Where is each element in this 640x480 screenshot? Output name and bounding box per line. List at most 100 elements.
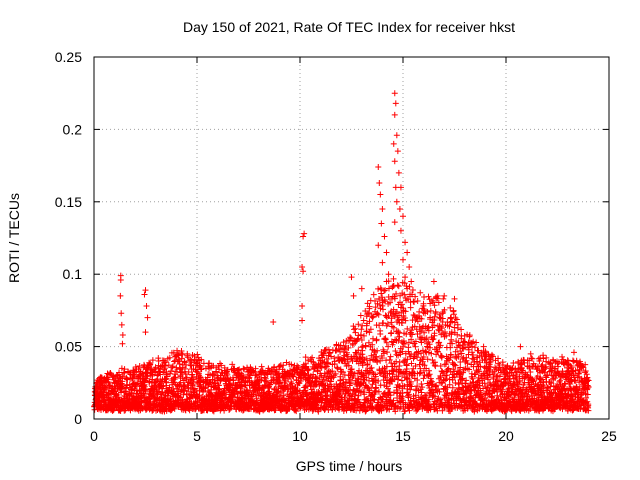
data-point — [392, 347, 399, 354]
data-point — [328, 353, 335, 360]
data-point — [164, 373, 171, 380]
data-point — [220, 390, 227, 397]
y-tick-label: 0.1 — [63, 266, 83, 282]
data-point — [388, 329, 395, 336]
data-point — [262, 375, 269, 382]
data-point — [540, 389, 547, 396]
grid-lines — [94, 57, 609, 419]
data-point — [471, 344, 478, 351]
data-point — [178, 355, 185, 362]
data-point — [498, 386, 505, 393]
data-point — [391, 313, 398, 320]
x-tick-labels: 0 5 10 15 20 25 — [90, 428, 617, 444]
data-point — [240, 365, 247, 372]
data-point — [344, 358, 351, 365]
data-point — [379, 206, 386, 213]
data-point — [163, 379, 170, 386]
data-point — [536, 357, 543, 364]
data-point — [443, 332, 450, 339]
data-point — [105, 379, 112, 386]
data-point — [422, 348, 429, 355]
data-point — [398, 319, 405, 326]
data-point — [430, 278, 437, 285]
data-point — [118, 310, 125, 317]
data-point — [373, 384, 380, 391]
data-point — [243, 386, 250, 393]
data-point — [375, 311, 382, 318]
data-point — [393, 290, 400, 297]
data-point — [584, 403, 591, 410]
data-point — [353, 350, 360, 357]
data-point — [331, 360, 338, 367]
data-point — [396, 398, 403, 405]
data-point — [355, 321, 362, 328]
data-point — [570, 349, 577, 356]
data-point — [408, 336, 415, 343]
data-point — [374, 358, 381, 365]
data-point — [381, 296, 388, 303]
data-point — [559, 406, 566, 413]
data-point — [427, 314, 434, 321]
data-point — [396, 359, 403, 366]
data-point — [362, 408, 369, 415]
data-point — [452, 362, 459, 369]
data-point — [368, 352, 375, 359]
data-point — [395, 337, 402, 344]
data-point — [466, 366, 473, 373]
data-point — [401, 291, 408, 298]
data-point — [142, 287, 149, 294]
data-point — [358, 285, 365, 292]
data-point — [351, 370, 358, 377]
data-point — [573, 384, 580, 391]
data-point — [173, 364, 180, 371]
data-point — [197, 374, 204, 381]
data-point — [326, 350, 333, 357]
data-point — [383, 278, 390, 285]
data-point — [360, 332, 367, 339]
data-point — [382, 336, 389, 343]
data-point — [420, 354, 427, 361]
data-point — [584, 391, 591, 398]
data-point — [420, 302, 427, 309]
data-point — [363, 328, 370, 335]
data-point — [202, 385, 209, 392]
data-point — [229, 361, 236, 368]
data-point — [104, 376, 111, 383]
data-point — [400, 256, 406, 263]
data-point — [348, 366, 355, 373]
data-point — [377, 191, 384, 198]
data-point — [403, 283, 410, 290]
data-point — [301, 230, 308, 237]
data-point — [329, 368, 336, 375]
data-point — [585, 377, 592, 384]
data-point — [355, 376, 362, 383]
data-point — [276, 363, 283, 370]
data-point — [91, 406, 98, 413]
data-point — [351, 402, 358, 409]
data-point — [155, 358, 162, 365]
data-point — [247, 372, 254, 379]
data-point — [147, 360, 154, 367]
data-point — [350, 292, 357, 299]
data-point — [385, 271, 392, 278]
data-point — [547, 383, 554, 390]
data-point — [408, 360, 415, 367]
data-point — [448, 406, 455, 413]
data-point — [435, 375, 442, 382]
data-point — [394, 282, 401, 289]
data-point — [412, 363, 419, 370]
data-point — [299, 263, 306, 270]
data-point — [459, 356, 466, 363]
data-point — [469, 375, 476, 382]
data-point — [337, 373, 344, 380]
data-point — [401, 340, 408, 347]
data-point — [288, 361, 295, 368]
data-point — [433, 382, 440, 389]
data-point — [376, 322, 383, 329]
data-point — [529, 355, 536, 362]
data-point — [384, 349, 391, 356]
data-point — [421, 329, 428, 336]
data-point — [562, 380, 569, 387]
data-point — [461, 390, 468, 397]
data-point — [559, 353, 566, 360]
